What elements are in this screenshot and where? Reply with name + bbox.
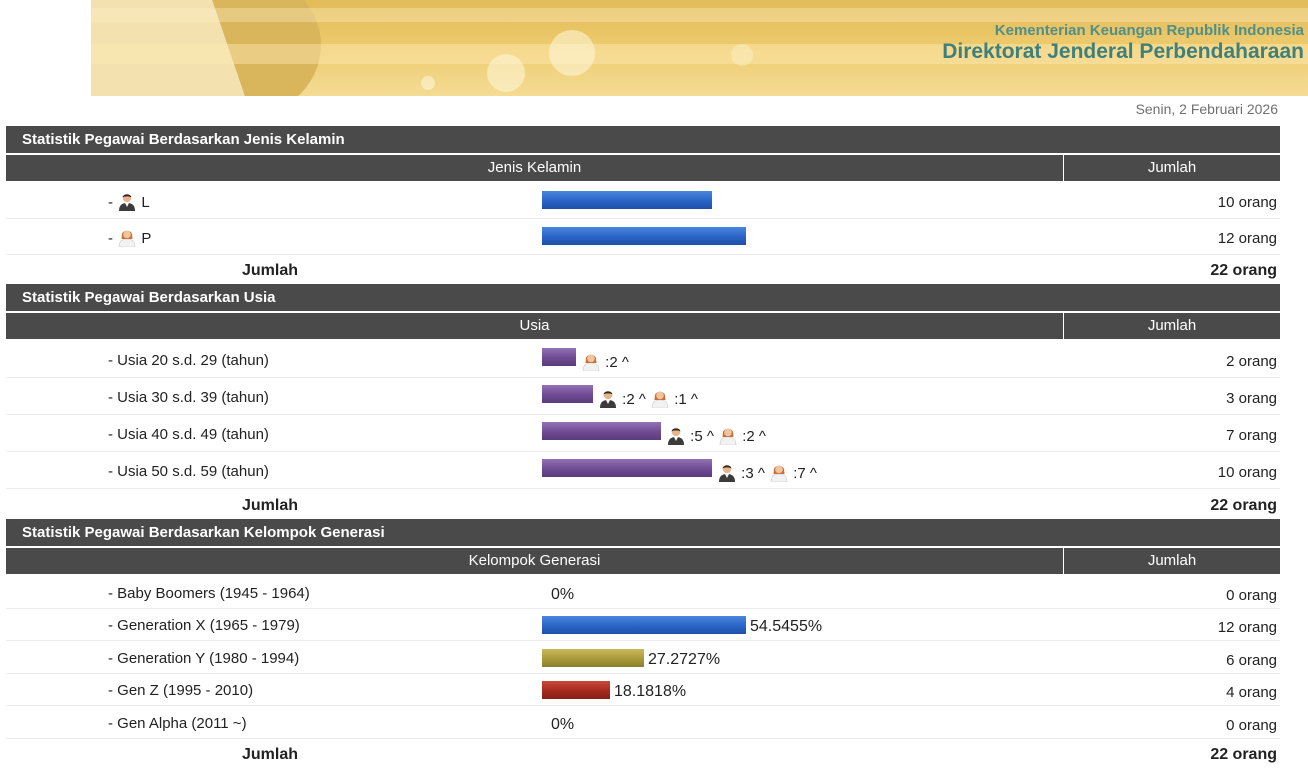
age-label: - Usia 30 s.d. 39 (tahun) [108, 389, 269, 406]
banner-decoration [421, 76, 435, 90]
column-header-count: Jumlah [1147, 552, 1197, 569]
generation-count: 12 orang [1217, 619, 1277, 636]
generation-percent: 0% [551, 716, 575, 733]
age-bar [542, 385, 593, 403]
generation-label: - Gen Alpha (2011 ~) [108, 715, 247, 732]
male-icon [668, 427, 684, 445]
male-count: :5 ^ [690, 428, 714, 445]
ministry-name: Kementerian Keuangan Republik Indonesia [994, 22, 1304, 39]
column-header-count: Jumlah [1147, 159, 1197, 176]
generation-bar [542, 649, 644, 667]
female-icon [118, 230, 136, 247]
column-header-count: Jumlah [1147, 317, 1197, 334]
generation-percent: 27.2727% [648, 651, 721, 668]
generation-count: 0 orang [1226, 717, 1277, 734]
gender-bar [542, 191, 712, 209]
gender-label: - P [108, 227, 151, 247]
age-bar [542, 348, 576, 366]
generation-section-title: Statistik Pegawai Berdasarkan Kelompok G… [6, 519, 1280, 547]
total-value: 22 orang [1210, 497, 1277, 514]
age-label: - Usia 20 s.d. 29 (tahun) [108, 352, 269, 369]
column-header-generation: Kelompok Generasi [6, 548, 1064, 574]
generation-row: - Baby Boomers (1945 - 1964) 0% 0 orang [6, 577, 1280, 609]
age-breakdown: :3 ^ :7 ^ [717, 462, 817, 482]
age-row: - Usia 20 s.d. 29 (tahun) :2 ^ 2 orang [6, 341, 1280, 378]
age-breakdown: :2 ^ :1 ^ [598, 388, 698, 408]
banner-decoration [487, 54, 525, 92]
generation-row: - Gen Z (1995 - 2010) 18.1818% 4 orang [6, 674, 1280, 706]
generation-count: 6 orang [1226, 652, 1277, 669]
generation-label: - Gen Z (1995 - 2010) [108, 682, 254, 699]
generation-row: - Generation Y (1980 - 1994) 27.2727% 6 or… [6, 642, 1280, 674]
age-breakdown: :5 ^ :2 ^ [666, 425, 766, 445]
generation-row: - Generation X (1965 - 1979) 54.5455% 12 o… [6, 609, 1280, 641]
male-icon [600, 390, 616, 408]
generation-percent: 18.1818% [614, 683, 687, 700]
generation-table-header: Kelompok Generasi Jumlah [6, 548, 1280, 574]
gender-code: L [141, 194, 150, 211]
age-bar [542, 459, 712, 477]
female-count: :1 ^ [674, 391, 698, 408]
age-label: - Usia 50 s.d. 59 (tahun) [108, 463, 269, 480]
banner-decoration [731, 44, 753, 66]
gender-row: - P 12 orang [6, 219, 1280, 255]
age-breakdown: :2 ^ [581, 351, 629, 371]
generation-percent: 54.5455% [750, 618, 823, 635]
age-table-header: Usia Jumlah [6, 313, 1280, 339]
total-label: Jumlah [242, 497, 299, 514]
gender-section-title: Statistik Pegawai Berdasarkan Jenis Kela… [6, 126, 1280, 154]
gender-table-header: Jenis Kelamin Jumlah [6, 155, 1280, 181]
banner-decoration [91, 44, 1308, 64]
column-header-age: Usia [6, 313, 1064, 339]
directorate-name: Direktorat Jenderal Perbendaharaan [942, 40, 1304, 63]
gender-label: - L [108, 191, 150, 211]
row-prefix: - [108, 230, 113, 247]
current-date: Senin, 2 Februari 2026 [1135, 101, 1278, 117]
female-count: :2 ^ [742, 428, 766, 445]
generation-label: - Baby Boomers (1945 - 1964) [108, 585, 310, 602]
male-icon [119, 193, 136, 211]
age-bar [542, 422, 661, 440]
gender-code: P [141, 230, 152, 247]
age-count: 2 orang [1226, 353, 1277, 370]
age-count: 10 orang [1217, 464, 1277, 481]
age-label: - Usia 40 s.d. 49 (tahun) [108, 426, 269, 443]
generation-bar [542, 681, 610, 699]
header-banner: Kementerian Keuangan Republik Indonesia … [91, 0, 1308, 96]
gender-count: 12 orang [1217, 230, 1277, 247]
banner-decoration [549, 30, 595, 76]
gender-bar [542, 227, 746, 245]
female-icon [651, 391, 669, 408]
male-icon [719, 464, 735, 482]
total-label: Jumlah [242, 262, 299, 279]
total-label: Jumlah [242, 746, 299, 763]
column-header-gender: Jenis Kelamin [6, 155, 1064, 181]
age-count: 7 orang [1226, 427, 1277, 444]
gender-row: - L 10 orang [6, 183, 1280, 219]
female-icon [770, 465, 788, 482]
total-value: 22 orang [1210, 262, 1277, 279]
generation-percent: 0% [551, 586, 575, 603]
age-count: 3 orang [1226, 390, 1277, 407]
male-count: :3 ^ [741, 465, 765, 482]
generation-count: 4 orang [1226, 684, 1277, 701]
age-row: - Usia 40 s.d. 49 (tahun) :5 ^ :2 ^ 7 ora… [6, 415, 1280, 452]
female-count: :2 ^ [605, 354, 629, 371]
male-count: :2 ^ [622, 391, 646, 408]
row-prefix: - [108, 194, 113, 211]
banner-decoration [91, 8, 1308, 22]
female-count: :7 ^ [793, 465, 817, 482]
age-row: - Usia 30 s.d. 39 (tahun) :2 ^ :1 ^ 3 ora… [6, 378, 1280, 415]
gender-count: 10 orang [1217, 194, 1277, 211]
age-row: - Usia 50 s.d. 59 (tahun) :3 ^ :7 ^ 10 or… [6, 452, 1280, 489]
total-value: 22 orang [1210, 746, 1277, 763]
generation-label: - Generation X (1965 - 1979) [108, 617, 300, 634]
age-section-title: Statistik Pegawai Berdasarkan Usia [6, 284, 1280, 312]
generation-bar [542, 616, 746, 634]
generation-row: - Gen Alpha (2011 ~) 0% 0 orang [6, 707, 1280, 739]
generation-label: - Generation Y (1980 - 1994) [108, 650, 300, 667]
female-icon [719, 428, 737, 445]
generation-count: 0 orang [1226, 587, 1277, 604]
female-icon [582, 354, 600, 371]
